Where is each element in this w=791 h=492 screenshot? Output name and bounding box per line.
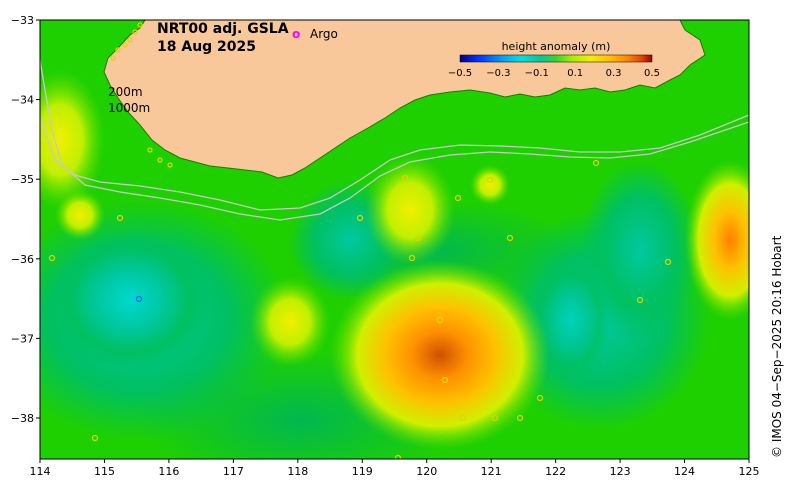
isobath-label-1000m: 1000m [108,101,150,115]
x-tick-label: 122 [545,465,566,478]
x-tick-label: 117 [223,465,244,478]
x-tick-label: 123 [610,465,631,478]
argo-legend-marker: o [292,27,300,41]
y-axis: −33 −34 −35 −36 −37 −38 [11,14,40,425]
colorbar-title: height anomaly (m) [502,40,611,53]
colorbar-tick-label: 0.3 [606,68,622,79]
colorbar-ramp [459,54,653,63]
x-tick-label: 125 [739,465,760,478]
y-tick-label: −37 [11,332,34,345]
y-tick-label: −35 [11,173,34,186]
x-tick-label: 114 [30,465,51,478]
x-tick-label: 115 [94,465,115,478]
x-tick-label: 116 [158,465,179,478]
colorbar-tick-label: −0.3 [486,68,510,79]
colorbar-tick-label: −0.1 [525,68,549,79]
colorbar: height anomaly (m) −0.5 −0.3 −0.1 0.1 0.3 0.5 [448,40,660,79]
isobath-200m [41,114,749,211]
colorbar-tick-label: 0.1 [567,68,583,79]
argo-legend-label: Argo [310,27,338,41]
plot-frame [39,19,750,460]
colorbar-tick-label: 0.5 [644,68,660,79]
map-title-line1: NRT00 adj. GSLA [157,21,289,37]
y-tick-label: −38 [11,412,34,425]
y-tick-label: −36 [11,253,34,266]
x-tick-label: 121 [481,465,502,478]
y-tick-label: −34 [11,94,34,107]
x-tick-label: 118 [287,465,308,478]
credit-text: © IMOS 04−Sep−2025 20:16 Hobart [770,235,784,458]
x-axis: 114 115 116 117 118 119 120 121 122 123 124 125 [30,459,760,478]
argo-markers [48,22,672,459]
y-tick-label: −33 [11,14,34,27]
map-title-line2: 18 Aug 2025 [157,39,256,55]
isobath-1000m [40,59,749,221]
isobath-label-200m: 200m [108,85,143,99]
x-tick-label: 120 [416,465,437,478]
x-tick-label: 124 [674,465,695,478]
x-tick-label: 119 [352,465,373,478]
colorbar-tick-label: −0.5 [448,68,472,79]
